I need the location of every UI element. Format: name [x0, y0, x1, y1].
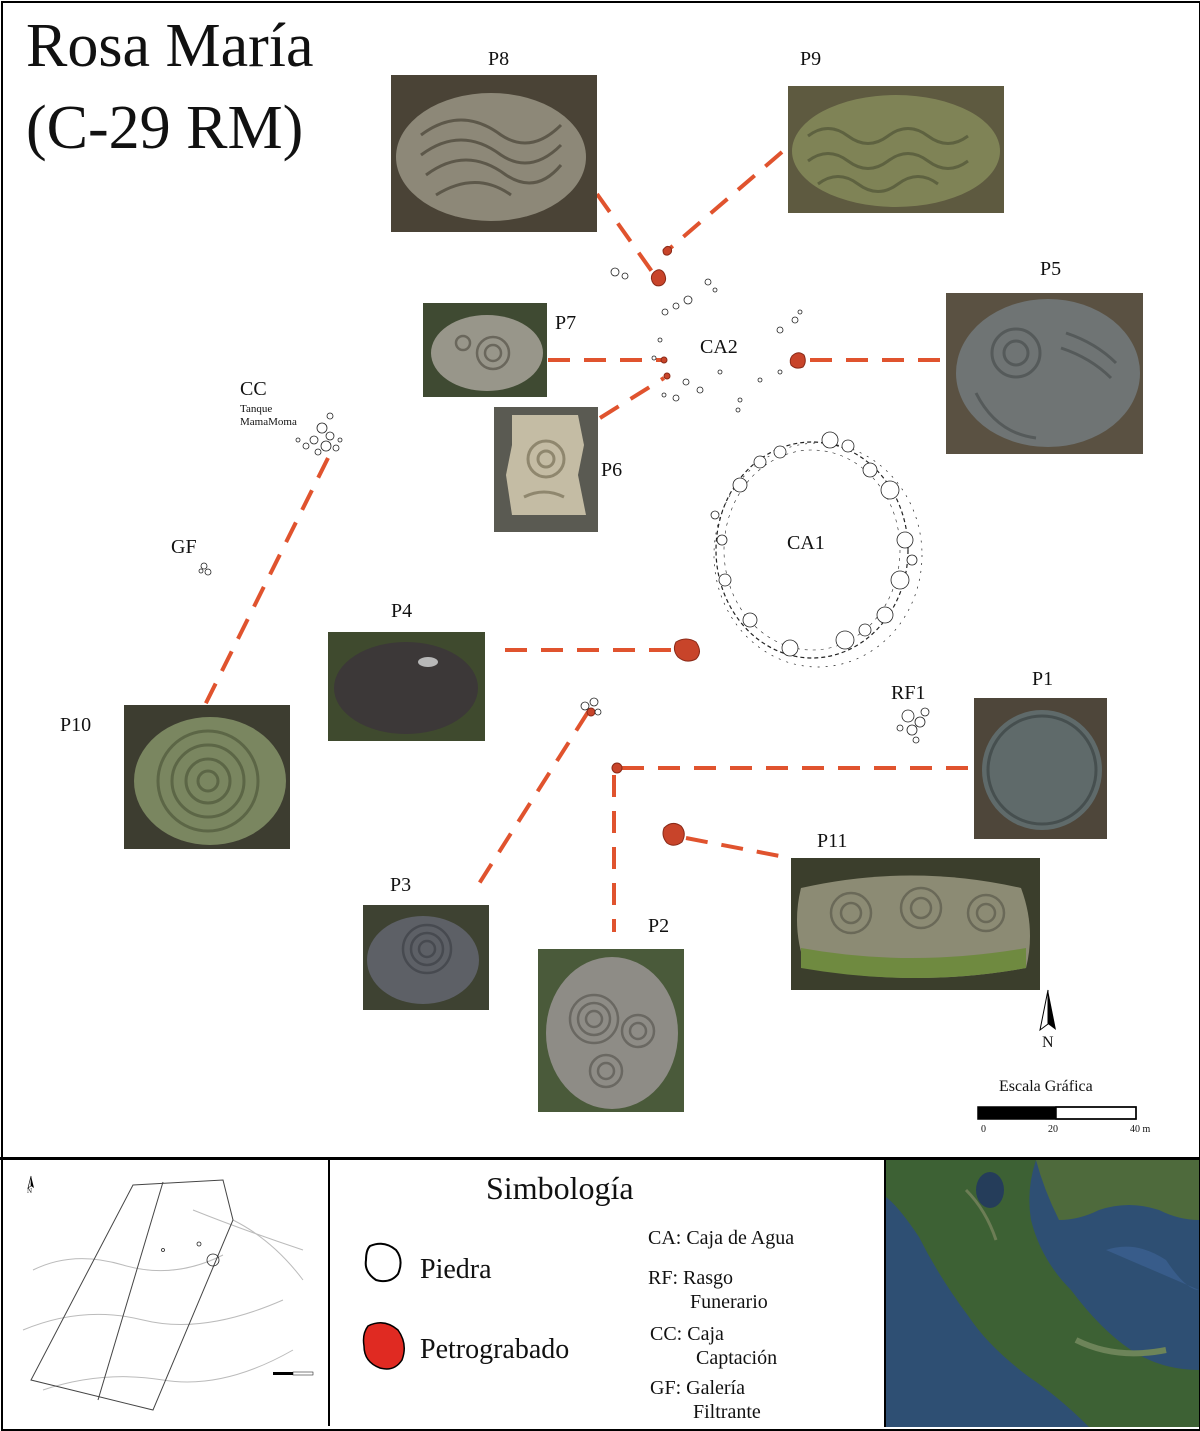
- photo-p4: [328, 632, 485, 741]
- scale-tick-40: 40 m: [1130, 1124, 1151, 1135]
- label-gf: GF: [171, 536, 197, 558]
- photo-p3: [363, 905, 489, 1010]
- scale-tick-20: 20: [1048, 1124, 1058, 1135]
- abbr-rf: RF: Rasgo Funerario: [648, 1266, 768, 1314]
- site-plan: [198, 150, 1137, 1120]
- north-label: N: [1042, 1034, 1054, 1051]
- abbr-cc: CC: Caja Captación: [650, 1322, 777, 1370]
- legend-item-piedra: Piedra: [420, 1254, 492, 1285]
- abbr-ca-text: Caja de Agua: [686, 1227, 795, 1249]
- abbr-cc-key: CC:: [650, 1323, 683, 1345]
- abbr-cc-text: Caja: [687, 1323, 724, 1345]
- label-p6: P6: [601, 459, 623, 481]
- label-cc-mamamoma: MamaMoma: [240, 416, 297, 428]
- legend-title: Simbología: [486, 1170, 634, 1206]
- abbr-rf-cont: Funerario: [690, 1291, 768, 1313]
- label-p11: P11: [817, 830, 848, 852]
- photo-p2: [538, 949, 684, 1112]
- rf1-stones: [896, 707, 930, 744]
- inset-scale-bar: [273, 1371, 314, 1376]
- abbr-ca: CA: Caja de Agua: [648, 1226, 794, 1250]
- ca2-stone-scatter: [610, 267, 803, 413]
- abbr-rf-text: Rasgo: [683, 1267, 734, 1289]
- legend-item-petrograbado: Petrograbado: [420, 1334, 570, 1365]
- abbr-gf-text: Galería: [686, 1377, 745, 1399]
- photo-p11: [791, 858, 1040, 990]
- label-cc-tanque: Tanque: [240, 403, 273, 415]
- abbr-ca-key: CA:: [648, 1227, 682, 1249]
- label-p4: P4: [391, 600, 413, 622]
- label-p2: P2: [648, 915, 670, 937]
- photo-p10: [124, 705, 290, 849]
- label-p5: P5: [1040, 258, 1062, 280]
- panel-divider: [0, 1157, 1200, 1160]
- photo-p5: [946, 293, 1143, 454]
- scale-tick-0: 0: [981, 1124, 986, 1135]
- label-p1: P1: [1032, 668, 1054, 690]
- abbr-gf-cont: Filtrante: [693, 1401, 761, 1423]
- dashed-connector-lines: [203, 150, 972, 932]
- scale-bar: [977, 1106, 1137, 1120]
- abbr-cc-cont: Captación: [696, 1347, 778, 1369]
- petroglyph-marker: [662, 822, 685, 846]
- abbr-gf: GF: Galería Filtrante: [650, 1376, 761, 1424]
- petroglyph-red-icon: [362, 1322, 405, 1370]
- label-p8: P8: [488, 48, 510, 70]
- cc-stone-cluster: [295, 412, 343, 456]
- label-cc: CC: [240, 378, 267, 400]
- site-code: (C-29 RM): [26, 94, 304, 162]
- petroglyph-marker: [660, 356, 668, 364]
- label-ca2: CA2: [700, 336, 738, 358]
- photo-p8: [391, 75, 597, 232]
- label-p9: P9: [800, 48, 822, 70]
- abbr-rf-key: RF:: [648, 1267, 679, 1289]
- photo-p9: [788, 86, 1004, 213]
- photo-p6: [494, 407, 598, 532]
- label-rf1: RF1: [891, 682, 926, 704]
- scale-title: Escala Gráfica: [999, 1078, 1093, 1095]
- petroglyph-marker: [586, 707, 596, 717]
- inset-site-map: [3, 1160, 330, 1426]
- stone-outline-icon: [364, 1242, 402, 1283]
- petroglyph-marker: [662, 245, 673, 256]
- photo-p1: [974, 698, 1107, 839]
- petroglyph-marker: [789, 352, 806, 369]
- inset-north-arrow-icon: [27, 1175, 34, 1189]
- stone-outlines: [198, 267, 930, 744]
- petroglyph-marker: [673, 638, 700, 662]
- label-ca1: CA1: [787, 532, 825, 554]
- p3-stones: [580, 697, 602, 716]
- label-p3: P3: [390, 874, 412, 896]
- petroglyph-markers: [586, 245, 806, 846]
- petroglyph-marker: [611, 762, 623, 774]
- photo-p7: [423, 303, 547, 397]
- petroglyph-marker: [650, 269, 667, 287]
- label-p10: P10: [60, 714, 92, 736]
- satellite-locator-map: [884, 1160, 1199, 1427]
- site-title: Rosa María: [26, 12, 314, 80]
- inset-north-label: N: [27, 1187, 33, 1195]
- petroglyph-marker: [663, 372, 671, 380]
- label-p7: P7: [555, 312, 577, 334]
- north-arrow-icon: [1039, 989, 1056, 1032]
- abbr-gf-key: GF:: [650, 1377, 682, 1399]
- ca1-stone-ring: [710, 431, 923, 668]
- gf-stones: [198, 562, 212, 576]
